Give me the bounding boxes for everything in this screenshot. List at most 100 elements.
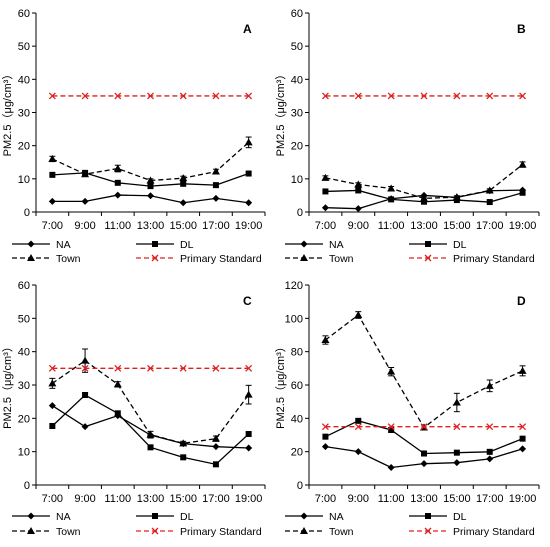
- data-point: [519, 189, 526, 196]
- y-tick-label: 120: [285, 280, 303, 292]
- x-tick-label: 17:00: [202, 220, 230, 232]
- data-point: [354, 205, 362, 213]
- data-point: [486, 455, 494, 463]
- data-point: [321, 204, 329, 212]
- data-point: [245, 444, 253, 452]
- data-point: [421, 450, 427, 457]
- data-point: [245, 364, 253, 372]
- data-point: [388, 196, 395, 203]
- data-point: [114, 92, 122, 100]
- data-point: [49, 423, 56, 429]
- data-point: [245, 170, 252, 177]
- legend-marker: [151, 254, 159, 262]
- x-tick-label: 7:00: [315, 220, 336, 232]
- data-point: [486, 448, 493, 455]
- data-point: [387, 184, 396, 192]
- data-point: [485, 186, 494, 194]
- series-na: [321, 443, 527, 471]
- series-line: [52, 141, 250, 182]
- y-tick-label: 0: [24, 207, 30, 219]
- series-na: [48, 402, 253, 452]
- data-point: [452, 398, 461, 406]
- data-point: [322, 188, 329, 195]
- data-point: [321, 443, 329, 451]
- data-point: [486, 92, 494, 100]
- legend: NA DL Town Primary Standard: [12, 239, 262, 265]
- data-point: [113, 380, 122, 388]
- data-point: [519, 435, 526, 442]
- data-point: [519, 92, 527, 100]
- data-point: [244, 138, 253, 146]
- y-tick-label: 80: [291, 347, 303, 359]
- y-tick-label: 30: [18, 380, 30, 392]
- y-tick-label: 60: [291, 8, 303, 20]
- x-tick-label: 7:00: [315, 493, 336, 505]
- data-point: [147, 92, 154, 100]
- y-tick-label: 0: [297, 207, 303, 219]
- data-point: [81, 92, 89, 100]
- series-na: [48, 191, 253, 207]
- legend: NA DL Town Primary Standard: [285, 511, 535, 538]
- chart-panel-c: 0 10 20 30 40 50 60 7:00 9:00 11:00 13:00 15:00 17:0…: [1, 280, 266, 538]
- data-point: [211, 434, 220, 442]
- data-point: [321, 173, 330, 181]
- data-point: [211, 167, 220, 175]
- data-point: [212, 92, 220, 100]
- y-tick-label: 40: [291, 74, 303, 86]
- data-point: [387, 92, 395, 100]
- series-primary-standard: [48, 364, 253, 372]
- data-point: [486, 423, 494, 431]
- data-point: [113, 164, 122, 172]
- x-tick-label: 19:00: [235, 493, 263, 505]
- data-point: [114, 364, 122, 372]
- legend-label: DL: [453, 511, 467, 523]
- legend-label: NA: [329, 239, 344, 251]
- legend-marker: [424, 254, 432, 262]
- legend-marker: [300, 254, 308, 261]
- data-point: [421, 198, 427, 205]
- data-point: [179, 199, 187, 207]
- y-tick-label: 20: [291, 447, 303, 459]
- data-point: [179, 92, 187, 100]
- legend-marker: [27, 254, 35, 261]
- legend-label: NA: [56, 511, 71, 523]
- series-town: [48, 348, 253, 447]
- data-point: [354, 423, 362, 431]
- y-tick-label: 10: [18, 174, 30, 186]
- y-tick-label: 0: [297, 480, 303, 492]
- data-point: [355, 417, 362, 424]
- data-point: [453, 92, 461, 100]
- data-point: [147, 444, 154, 451]
- x-tick-label: 13:00: [410, 493, 438, 505]
- y-tick-label: 10: [18, 447, 30, 459]
- data-point: [212, 194, 220, 202]
- legend-marker: [425, 513, 431, 519]
- legend-marker: [300, 240, 308, 248]
- data-point: [48, 402, 56, 410]
- series-town: [321, 311, 527, 431]
- data-point: [146, 430, 155, 438]
- legend-label: Town: [329, 253, 354, 265]
- series-town: [48, 136, 253, 184]
- x-tick-label: 15:00: [169, 493, 197, 505]
- data-point: [147, 364, 154, 372]
- data-point: [420, 92, 428, 100]
- y-tick-label: 60: [18, 8, 30, 20]
- data-point: [212, 364, 220, 372]
- data-point: [212, 182, 219, 189]
- chart-panel-a: 0 10 20 30 40 50 60 7:00 9:00 11:00 13:00 15:00 17:0…: [1, 8, 266, 265]
- y-tick-label: 50: [18, 41, 30, 53]
- y-tick-label: 60: [291, 380, 303, 392]
- legend-label: NA: [56, 239, 71, 251]
- data-point: [48, 92, 56, 100]
- legend: NA DL Town Primary Standard: [12, 511, 262, 538]
- data-point: [180, 454, 187, 461]
- x-tick-label: 11:00: [104, 493, 131, 505]
- data-point: [212, 461, 219, 468]
- legend-label: Town: [56, 526, 81, 538]
- chart-panel-d: 0 20 40 60 80 100 120 7:00 9:00 11:00 13:00 15:00 17…: [274, 280, 540, 538]
- y-tick-label: 10: [291, 174, 303, 186]
- data-point: [388, 427, 395, 433]
- data-point: [49, 171, 56, 178]
